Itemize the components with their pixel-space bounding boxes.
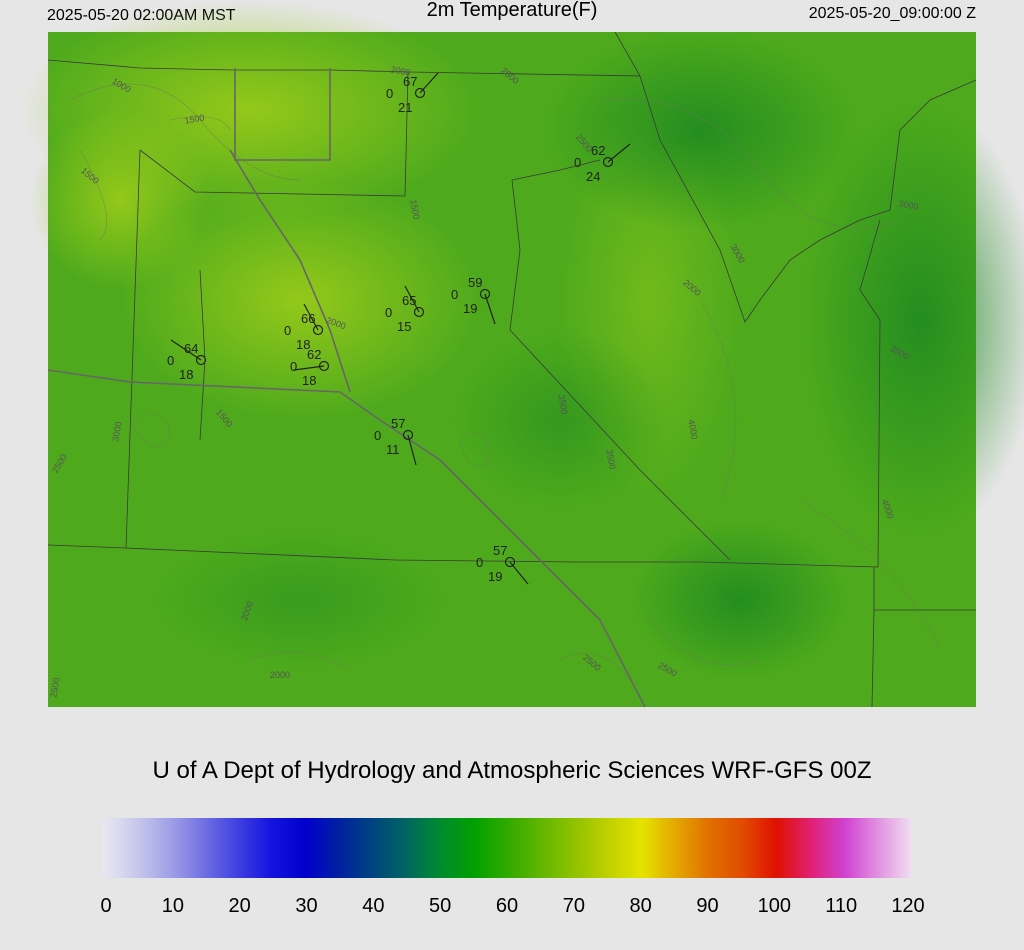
station-dewpoint: 18 [179,367,193,382]
station-dewpoint: 11 [386,442,400,457]
contour-label: 2500 [48,677,61,698]
wind-barb [607,143,631,163]
contour-label: 3500 [556,394,569,415]
wind-barb [293,365,325,371]
station-plot: 66 0 18 [284,303,324,352]
station-cloud: 0 [385,305,392,320]
station-plot: 67 0 21 [386,72,439,115]
contour-label: 2000 [390,64,411,77]
wind-barb [303,303,319,331]
station-dewpoint: 19 [488,569,502,584]
station-temperature: 67 [403,74,417,89]
contour-label: 3000 [898,198,919,211]
station-plot: 59 0 19 [451,275,496,325]
map-title: 2m Temperature(F) [427,0,598,21]
station-cloud: 0 [574,155,581,170]
colorbar-tick-label: 90 [696,895,718,917]
contour-label: 1500 [408,199,421,220]
colorbar-tick-label: 10 [162,895,184,917]
station-cloud: 0 [476,555,483,570]
station-dewpoint: 24 [586,169,600,184]
colorbar-tick-label: 20 [229,895,251,917]
station-plot: 62 0 24 [574,143,631,184]
station-circle [413,306,425,318]
station-plot: 64 0 18 [167,339,207,382]
footer-credit: U of A Dept of Hydrology and Atmospheric… [153,757,872,784]
station-dewpoint: 15 [397,319,411,334]
map [20,0,1024,708]
station-plot: 57 0 11 [374,416,417,466]
colorbar-tick-label: 120 [891,895,924,917]
station-circle [602,156,614,168]
station-temperature: 59 [468,275,482,290]
station-temperature: 62 [307,347,321,362]
wind-barb [509,561,529,585]
station-temperature: 65 [402,293,416,308]
wind-barb [484,293,496,325]
colorbar-tick-label: 60 [496,895,518,917]
station-cloud: 0 [451,287,458,302]
colorbar-tick-label: 50 [429,895,451,917]
station-plot: 57 0 19 [476,543,529,585]
colorbar-tick-label: 80 [630,895,652,917]
contour-label: 2000 [270,670,290,680]
station-temperature: 66 [301,311,315,326]
station-cloud: 0 [374,428,381,443]
station-temperature: 57 [493,543,507,558]
colorbar-tick-label: 0 [100,895,111,917]
colorbar-tick-label: 30 [295,895,317,917]
valid-time-utc: 2025-05-20_09:00:00 Z [809,5,976,22]
station-dewpoint: 18 [296,337,310,352]
colorbar-scale [103,818,911,878]
colorbar-tick-label: 70 [563,895,585,917]
wind-barb [170,339,202,361]
contour-label: 4000 [686,419,699,440]
colorbar-tick-label: 110 [825,895,857,917]
station-dewpoint: 19 [463,301,477,316]
station-dewpoint: 21 [398,100,412,115]
station-cloud: 0 [290,359,297,374]
station-circle [479,288,491,300]
station-temperature: 64 [184,341,198,356]
wind-barb [407,434,417,466]
colorbar: 0 10 20 30 40 50 60 70 80 90 100 110 120 [100,818,925,917]
colorbar-tick-label: 100 [758,895,791,917]
station-temperature: 57 [391,416,405,431]
station-cloud: 0 [167,353,174,368]
station-circle [312,324,324,336]
contour-label: 3500 [604,449,617,470]
station-dewpoint: 18 [302,373,316,388]
station-circle [414,87,426,99]
colorbar-tick-label: 40 [362,895,384,917]
wind-barb [419,72,439,94]
contour-label: 1500 [184,112,205,125]
station-cloud: 0 [284,323,291,338]
station-circle [504,556,516,568]
wind-barb [404,285,420,313]
station-circle [195,354,207,366]
station-plot: 65 0 15 [385,285,425,334]
station-plot: 62 0 18 [290,347,330,388]
station-cloud: 0 [386,86,393,101]
station-circle [402,429,414,441]
station-temperature: 62 [591,143,605,158]
contour-label: 3000 [110,421,123,442]
